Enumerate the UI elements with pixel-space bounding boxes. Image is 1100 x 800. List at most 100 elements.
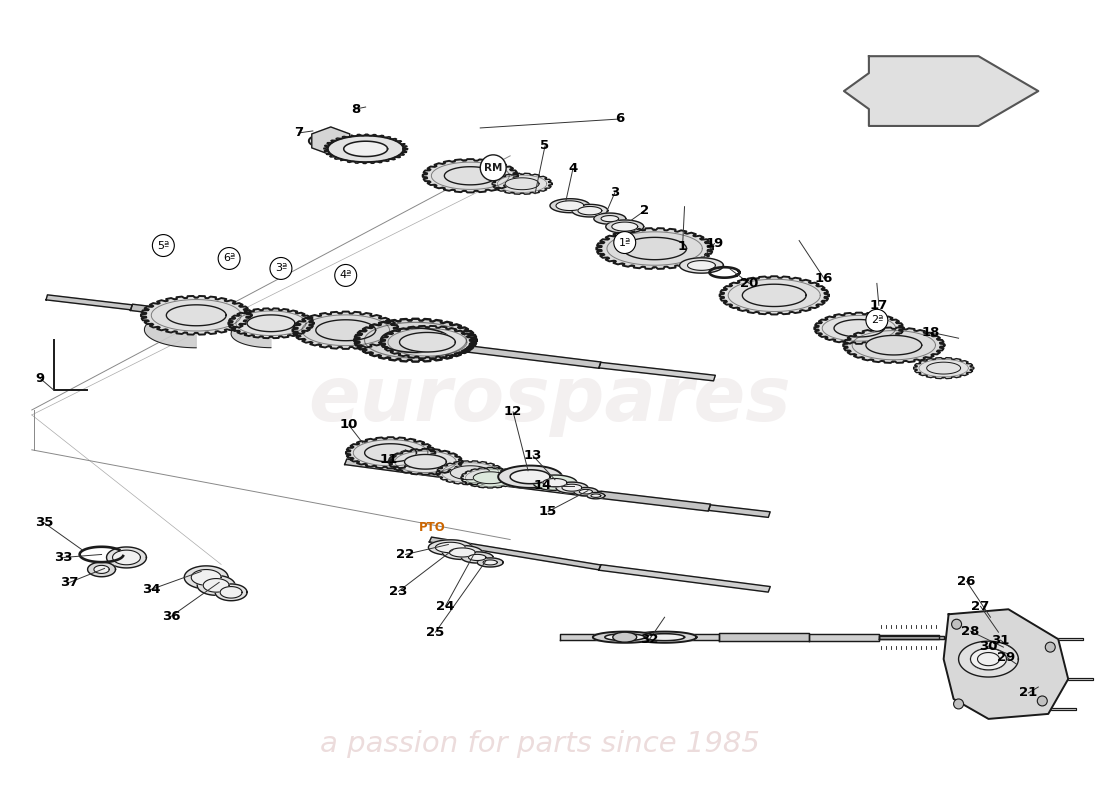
Text: 18: 18 bbox=[922, 326, 939, 338]
Text: 2: 2 bbox=[640, 204, 649, 217]
Polygon shape bbox=[578, 206, 602, 215]
Circle shape bbox=[1037, 696, 1047, 706]
Polygon shape bbox=[131, 304, 222, 322]
Text: 35: 35 bbox=[34, 516, 53, 529]
Text: 15: 15 bbox=[539, 505, 557, 518]
Text: 3ª: 3ª bbox=[275, 263, 287, 274]
Polygon shape bbox=[343, 142, 387, 157]
Polygon shape bbox=[450, 548, 475, 557]
Polygon shape bbox=[593, 631, 657, 642]
Text: 31: 31 bbox=[991, 634, 1010, 646]
Polygon shape bbox=[185, 566, 228, 589]
Polygon shape bbox=[645, 634, 684, 641]
Text: 6: 6 bbox=[615, 113, 625, 126]
Polygon shape bbox=[354, 318, 476, 362]
Polygon shape bbox=[323, 134, 407, 163]
Polygon shape bbox=[556, 201, 584, 210]
Text: 9: 9 bbox=[35, 371, 44, 385]
Text: 26: 26 bbox=[957, 575, 976, 588]
Polygon shape bbox=[428, 540, 472, 555]
Polygon shape bbox=[107, 547, 146, 568]
Polygon shape bbox=[1064, 678, 1093, 680]
Text: 6ª: 6ª bbox=[223, 254, 235, 263]
Text: a passion for parts since 1985: a passion for parts since 1985 bbox=[320, 730, 760, 758]
Circle shape bbox=[954, 699, 964, 709]
Polygon shape bbox=[572, 204, 608, 217]
Polygon shape bbox=[632, 631, 696, 642]
Polygon shape bbox=[328, 136, 404, 162]
Text: 28: 28 bbox=[961, 625, 980, 638]
Text: 30: 30 bbox=[979, 640, 998, 653]
Polygon shape bbox=[879, 636, 944, 638]
Circle shape bbox=[866, 310, 888, 331]
Polygon shape bbox=[365, 444, 417, 462]
Polygon shape bbox=[442, 546, 482, 559]
Polygon shape bbox=[846, 329, 894, 362]
Polygon shape bbox=[316, 320, 375, 341]
Text: 10: 10 bbox=[340, 418, 358, 431]
Polygon shape bbox=[450, 466, 491, 480]
Polygon shape bbox=[384, 327, 428, 358]
Polygon shape bbox=[349, 438, 390, 467]
Circle shape bbox=[952, 619, 961, 630]
Polygon shape bbox=[600, 230, 654, 268]
Polygon shape bbox=[810, 634, 879, 641]
Polygon shape bbox=[462, 468, 491, 487]
Polygon shape bbox=[817, 314, 859, 343]
Polygon shape bbox=[381, 326, 474, 358]
Polygon shape bbox=[505, 178, 539, 190]
Polygon shape bbox=[623, 238, 686, 260]
Text: 32: 32 bbox=[640, 633, 659, 646]
Polygon shape bbox=[344, 459, 482, 482]
Text: 4: 4 bbox=[569, 162, 578, 175]
Polygon shape bbox=[742, 284, 806, 306]
Polygon shape bbox=[598, 362, 715, 381]
Polygon shape bbox=[293, 311, 399, 349]
Circle shape bbox=[614, 231, 636, 254]
Polygon shape bbox=[144, 297, 196, 348]
Text: 11: 11 bbox=[379, 454, 398, 466]
Polygon shape bbox=[220, 315, 402, 343]
Text: 19: 19 bbox=[705, 237, 724, 250]
Polygon shape bbox=[492, 174, 552, 194]
Polygon shape bbox=[708, 505, 770, 518]
Text: PTO: PTO bbox=[419, 521, 446, 534]
Polygon shape bbox=[926, 362, 960, 374]
Polygon shape bbox=[166, 305, 227, 326]
Text: 29: 29 bbox=[998, 650, 1015, 664]
Polygon shape bbox=[469, 554, 486, 561]
Polygon shape bbox=[574, 487, 597, 496]
Polygon shape bbox=[477, 558, 503, 567]
Polygon shape bbox=[88, 562, 116, 577]
Text: 8: 8 bbox=[351, 102, 361, 115]
Polygon shape bbox=[437, 461, 504, 485]
Circle shape bbox=[1045, 642, 1055, 652]
Circle shape bbox=[270, 258, 292, 279]
Polygon shape bbox=[112, 550, 141, 565]
Polygon shape bbox=[317, 136, 344, 146]
Polygon shape bbox=[358, 320, 416, 361]
Polygon shape bbox=[866, 335, 922, 355]
Polygon shape bbox=[46, 295, 132, 310]
Polygon shape bbox=[405, 454, 447, 469]
Text: RM: RM bbox=[484, 163, 503, 173]
Text: 16: 16 bbox=[815, 272, 833, 285]
Polygon shape bbox=[970, 648, 1007, 670]
Polygon shape bbox=[688, 261, 715, 270]
Polygon shape bbox=[461, 467, 519, 488]
Polygon shape bbox=[719, 276, 828, 314]
Polygon shape bbox=[494, 174, 522, 194]
Text: 3: 3 bbox=[610, 186, 619, 199]
Polygon shape bbox=[1053, 638, 1084, 640]
Polygon shape bbox=[1046, 708, 1076, 710]
Text: 24: 24 bbox=[437, 600, 454, 613]
Polygon shape bbox=[550, 198, 590, 213]
Polygon shape bbox=[814, 313, 903, 344]
Polygon shape bbox=[562, 484, 582, 491]
Polygon shape bbox=[197, 575, 235, 595]
Polygon shape bbox=[510, 470, 550, 484]
Polygon shape bbox=[388, 449, 462, 474]
Polygon shape bbox=[978, 653, 1000, 666]
Polygon shape bbox=[498, 466, 562, 488]
Polygon shape bbox=[543, 478, 566, 487]
